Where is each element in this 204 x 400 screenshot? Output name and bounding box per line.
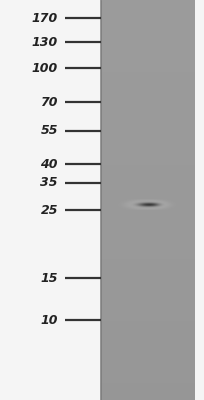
Text: 10: 10 [41,314,58,326]
Text: 40: 40 [41,158,58,170]
Bar [100,0,195,400]
Text: 170: 170 [32,12,58,24]
Text: 130: 130 [32,36,58,48]
Text: 15: 15 [41,272,58,284]
Text: 70: 70 [41,96,58,108]
Text: 25: 25 [41,204,58,216]
Text: 55: 55 [41,124,58,138]
Text: 100: 100 [32,62,58,74]
Text: 35: 35 [41,176,58,190]
